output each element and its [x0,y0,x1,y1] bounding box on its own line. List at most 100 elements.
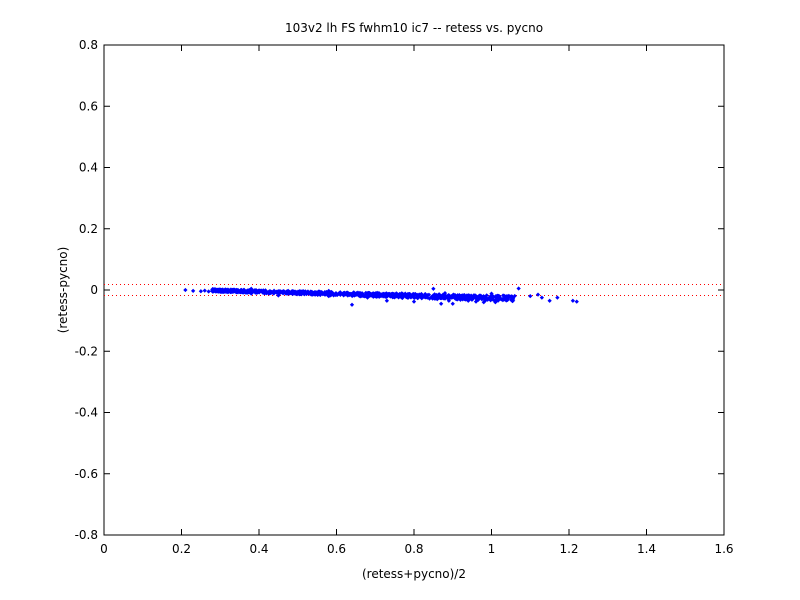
y-tick-label: -0.8 [75,528,98,542]
y-tick-label: -0.2 [75,344,98,358]
data-point [399,293,405,298]
x-tick-label: 1.2 [559,542,578,556]
data-point [183,287,188,293]
data-point [327,290,333,296]
x-tick-label: 0 [100,542,108,556]
data-point [316,289,322,294]
x-tick-label: 0.6 [327,542,346,556]
data-point [439,301,444,306]
y-tick-label: 0.4 [79,161,98,175]
data-point [412,295,417,300]
data-point [447,293,452,299]
data-point [419,294,424,299]
data-point [257,289,263,294]
data-point [491,294,496,299]
data-point [277,291,282,296]
data-point [298,291,304,297]
data-point [384,298,389,303]
data-point [236,289,241,294]
data-point [539,295,544,300]
data-point [319,290,324,295]
data-point [498,296,503,302]
data-point [450,301,455,306]
data-points [183,286,579,307]
x-tick-label: 0.2 [172,542,191,556]
x-tick-label: 1 [488,542,496,556]
x-tick-label: 0.8 [404,542,423,556]
data-point [481,294,486,299]
data-point [353,292,359,297]
data-point [411,299,417,304]
data-point [313,290,318,295]
data-point [506,294,511,300]
data-point [267,291,272,296]
data-point [232,289,237,294]
data-point [198,289,203,294]
data-point [422,294,427,299]
y-tick-label: 0 [90,283,98,297]
data-point [291,289,297,294]
data-point [395,292,401,298]
data-point [349,302,355,307]
data-point [432,293,438,298]
data-point [390,292,395,297]
x-tick-label: 1.4 [637,542,656,556]
data-point [345,293,350,298]
data-point [282,290,287,295]
y-tick-label: 0.8 [79,38,98,52]
data-point [248,289,254,294]
data-point [225,289,230,294]
data-point [313,292,318,297]
x-axis-ticks: 0 0.2 0.4 0.6 0.8 1 1.2 1.4 1.6 [100,45,734,556]
y-tick-label: -0.4 [75,406,98,420]
data-point [466,297,471,302]
data-point [380,291,386,297]
data-point [408,295,414,300]
data-point [416,293,421,298]
data-point [547,298,552,303]
data-point [322,290,327,295]
data-point [289,289,294,294]
data-point [206,289,211,294]
y-tick-label: -0.6 [75,467,98,481]
data-point [372,292,377,297]
data-point [309,289,315,295]
data-point [191,288,196,294]
data-point [441,295,446,301]
data-point [357,290,363,296]
data-point [455,297,460,302]
data-point [440,292,446,297]
x-tick-label: 1.6 [714,542,733,556]
data-point [451,293,456,298]
data-point [336,291,342,296]
data-point [431,286,436,291]
y-axis-label: (retess-pycno) [56,247,70,334]
data-point [570,298,575,303]
data-point [555,295,560,300]
data-point [365,293,371,298]
x-axis-label: (retess+pycno)/2 [362,567,466,581]
data-point [376,291,382,296]
data-point [429,295,434,300]
data-point [484,295,489,300]
y-tick-label: 0.6 [79,99,98,113]
data-point [495,297,500,302]
data-point [470,295,475,301]
data-point [574,299,579,304]
chart-title: 103v2 lh FS fwhm10 ic7 -- retess vs. pyc… [285,21,543,35]
data-point [494,294,499,299]
data-point [210,287,215,293]
data-point [303,291,309,296]
data-point [473,295,478,300]
data-point [271,290,276,295]
data-point [462,292,467,298]
data-point [516,286,521,291]
reference-lines [104,283,724,297]
data-point [215,289,220,294]
data-point [501,297,507,302]
x-tick-label: 0.4 [249,542,268,556]
data-point [202,288,207,293]
data-point [528,294,533,299]
